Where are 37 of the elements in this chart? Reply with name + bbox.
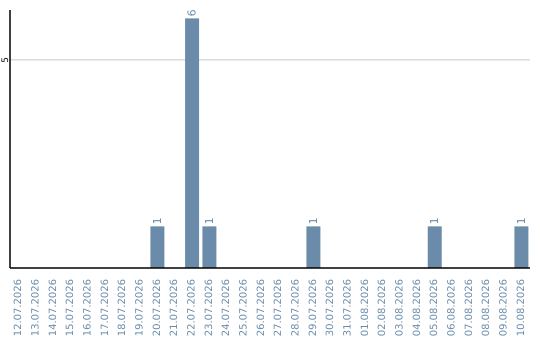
x-tick-label: 12.07.2026 <box>13 279 24 336</box>
x-tick-label: 25.07.2026 <box>238 279 250 336</box>
x-tick-label: 09.08.2026 <box>498 279 510 336</box>
x-tick-label: 24.07.2026 <box>221 279 232 336</box>
x-tick-label: 18.07.2026 <box>117 279 128 336</box>
x-tick-label: 13.07.2026 <box>30 279 42 336</box>
x-tick-label: 23.07.2026 <box>204 279 215 336</box>
x-tick-label: 01.08.2026 <box>360 279 371 336</box>
y-tick-label: 5 <box>1 57 11 63</box>
x-tick-label: 27.07.2026 <box>273 279 284 336</box>
x-tick-label: 30.07.2026 <box>325 279 336 336</box>
x-tick-label: 04.08.2026 <box>412 279 423 336</box>
x-tick-label: 17.07.2026 <box>100 279 111 336</box>
x-tick-label: 14.07.2026 <box>48 279 59 336</box>
x-tick-label: 08.08.2026 <box>481 279 492 336</box>
data-label: 1 <box>202 217 216 224</box>
x-tick-label: 15.07.2026 <box>65 279 76 336</box>
x-tick-label: 26.07.2026 <box>256 279 267 336</box>
x-tick-label: 22.07.2026 <box>186 279 198 336</box>
x-tick-label: 07.08.2026 <box>464 279 475 336</box>
x-tick-label: 21.07.2026 <box>169 279 180 336</box>
x-tick-label: 28.07.2026 <box>290 279 302 336</box>
x-tick-label: 02.08.2026 <box>377 279 388 336</box>
x-tick-label: 31.07.2026 <box>342 279 354 336</box>
data-label: 6 <box>186 9 199 16</box>
data-label: 1 <box>514 217 528 224</box>
x-tick-label: 29.07.2026 <box>308 279 319 336</box>
x-tick-label: 10.08.2026 <box>516 279 527 336</box>
x-tick-label: 19.07.2026 <box>134 279 146 336</box>
data-label: 1 <box>428 217 442 224</box>
x-tick-label: 20.07.2026 <box>152 279 163 336</box>
x-tick-label: 16.07.2026 <box>82 279 94 336</box>
data-label: 1 <box>306 217 320 224</box>
x-tick-label: 03.08.2026 <box>394 279 406 336</box>
x-tick-label: 05.08.2026 <box>429 279 440 336</box>
x-tick-label: 06.08.2026 <box>446 279 458 336</box>
data-label: 1 <box>150 217 164 224</box>
